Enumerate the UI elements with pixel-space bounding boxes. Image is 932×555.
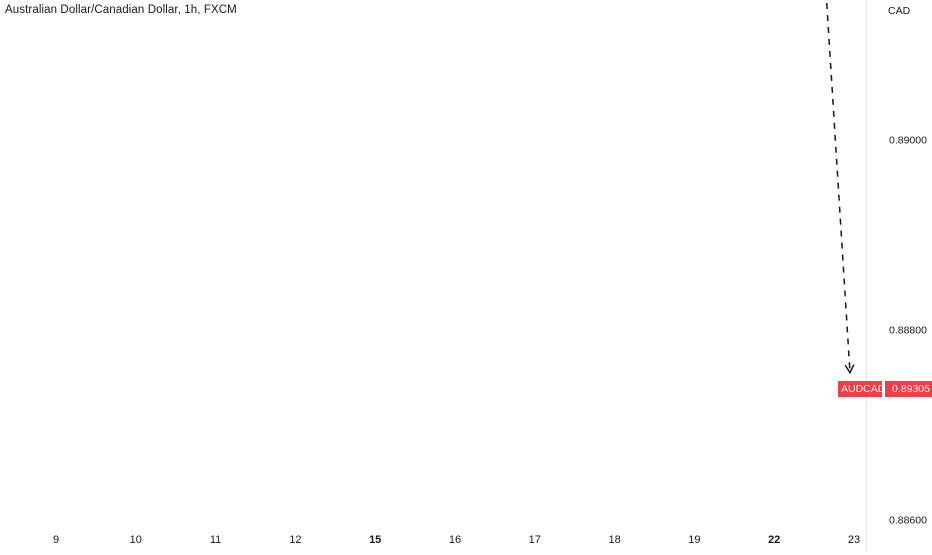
last-price-tag: AUDCAD 0.89305 [838,381,932,397]
symbol-title: Australian Dollar/Canadian Dollar, 1h, F… [5,4,237,16]
projection-arrowhead [844,364,855,375]
x-tick-label: 17 [529,534,541,546]
x-tick-label: 12 [289,534,301,546]
projection-path [825,0,851,373]
x-tick-label: 22 [768,534,780,546]
x-tick-label: 15 [369,534,381,546]
y-tick-label: 0.88800 [889,325,927,337]
x-tick-label: 9 [53,534,59,546]
x-tick-label: 23 [848,534,860,546]
y-tick-label: 0.89000 [889,135,927,147]
currency-label: CAD [888,5,911,17]
x-tick-label: 16 [449,534,461,546]
x-tick-label: 19 [688,534,700,546]
x-tick-label: 18 [608,534,620,546]
price-tag-value: 0.89305 [885,381,932,397]
x-tick-label: 11 [210,534,221,546]
x-tick-label: 10 [130,534,142,546]
price-tag-symbol: AUDCAD [838,381,885,397]
y-tick-label: 0.88600 [889,515,927,527]
